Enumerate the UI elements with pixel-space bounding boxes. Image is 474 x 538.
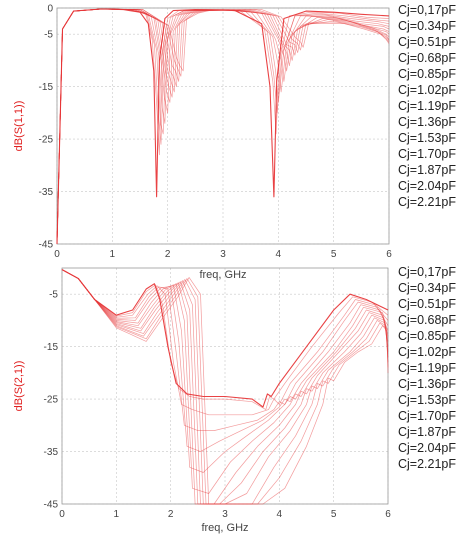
series-line [61,269,389,505]
x-tick-label: 5 [331,249,337,260]
legend-entry: Cj=1.70pF [398,147,456,161]
series-line [61,269,389,452]
x-tick-label: 4 [277,509,283,520]
y-tick-label: -25 [44,395,59,406]
series-line [61,269,389,410]
legend: Cj=0,17pF Cj=0.34pF Cj=0.51pF Cj=0.68pF Cj=0… [398,265,456,471]
legend-entry: Cj=1.02pF [398,83,456,97]
y-tick-label: -45 [44,500,59,511]
legend-entry: Cj=1.70pF [398,409,456,423]
legend-entry: Cj=0.85pF [398,67,456,81]
legend-entry: Cj=1.02pF [398,345,456,359]
x-tick-label: 1 [110,249,116,260]
plot-frame [56,7,390,245]
y-axis-label: dB(S(2,1)) [13,361,25,412]
x-axis-label: freq, GHz [199,269,246,281]
legend-entry: Cj=0.68pF [398,51,456,65]
legend-entry: Cj=0.34pF [398,19,456,33]
legend-entry: Cj=1.19pF [398,99,456,113]
legend-entry: Cj=2.21pF [398,457,456,471]
series-line [61,269,389,431]
x-tick-label: 3 [220,249,226,260]
y-tick-label: -25 [39,135,54,146]
legend-entry: Cj=1.87pF [398,425,456,439]
y-tick-label: -45 [39,240,54,251]
x-tick-label: 0 [59,509,65,520]
y-tick-label: -5 [44,30,53,41]
legend-entry: Cj=1.19pF [398,361,456,375]
y-tick-label: -15 [39,82,54,93]
legend-entry: Cj=0.51pF [398,35,456,49]
y-tick-label: 0 [47,4,53,15]
x-tick-label: 1 [114,509,120,520]
x-tick-label: 2 [165,249,171,260]
series-line [61,269,389,505]
legend-entry: Cj=1.36pF [398,115,456,129]
legend-entry: Cj=2.04pF [398,441,456,455]
x-tick-label: 2 [168,509,174,520]
y-tick-label: -35 [44,447,59,458]
chart-panel-1: 0 1 2 3 4 5 6 0 -5 -15 -25 -35 -45 freq, GHz dB(S(1,1)… [13,3,456,281]
series-line [61,269,389,416]
x-axis-label: freq, GHz [201,522,248,534]
series-line [61,269,389,505]
legend-entry: Cj=0,17pF [398,265,456,279]
legend-entry: Cj=1.53pF [398,393,456,407]
x-tick-label: 5 [331,509,337,520]
series-line [61,269,389,505]
series-line [56,8,390,245]
x-tick-label: 0 [54,249,60,260]
y-tick-label: -5 [49,290,58,301]
legend-entry: Cj=0.34pF [398,281,456,295]
x-tick-label: 6 [386,249,392,260]
legend-entry: Cj=1.53pF [398,131,456,145]
series-line [61,269,389,494]
x-tick-label: 6 [385,509,391,520]
legend-entry: Cj=0,17pF [398,3,456,17]
series-line [61,269,389,408]
series-line [61,269,389,473]
y-axis-label: dB(S(1,1)) [13,101,25,152]
x-tick-label: 4 [276,249,282,260]
legend-entry: Cj=2.21pF [398,195,456,209]
legend-entry: Cj=2.04pF [398,179,456,193]
x-tick-label: 3 [222,509,228,520]
y-tick-label: -15 [44,342,59,353]
chart-panel-2: 0 1 2 3 4 5 6 -5 -15 -25 -35 -45 freq, GHz dB(S(2,1))… [13,265,456,534]
series-group [61,269,389,505]
y-tick-label: -35 [39,187,54,198]
series-group [56,8,390,245]
legend: Cj=0,17pF Cj=0.34pF Cj=0.51pF Cj=0.68pF Cj=0… [398,3,456,209]
legend-entry: Cj=0.68pF [398,313,456,327]
legend-entry: Cj=0.85pF [398,329,456,343]
legend-entry: Cj=1.36pF [398,377,456,391]
legend-entry: Cj=1.87pF [398,163,456,177]
legend-entry: Cj=0.51pF [398,297,456,311]
